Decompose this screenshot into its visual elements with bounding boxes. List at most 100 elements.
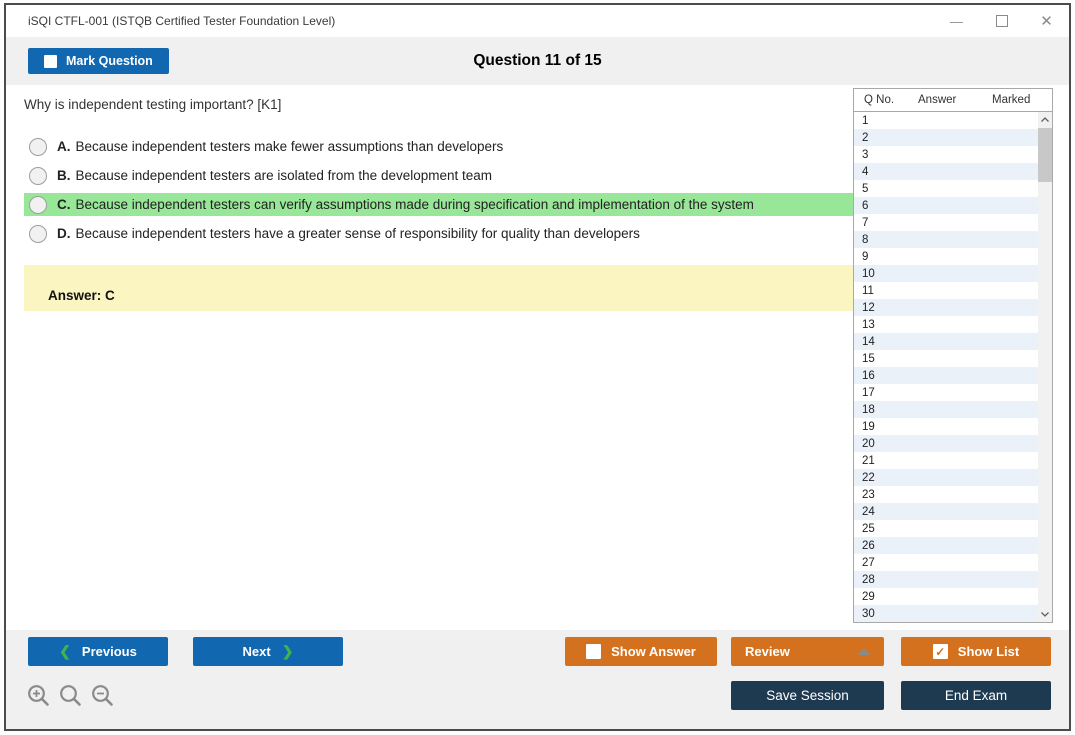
question-list-row[interactable]: 19 [854,418,1038,435]
question-list-row[interactable]: 7 [854,214,1038,231]
option-text: Because independent testers make fewer a… [75,139,504,154]
previous-button[interactable]: ❮ Previous [28,637,168,666]
row-question-number: 6 [862,199,869,212]
question-list-row[interactable]: 10 [854,265,1038,282]
previous-label: Previous [81,644,137,659]
footer-bar: ❮ Previous Next ❯ Show Answer Review ✓ S… [6,630,1069,729]
question-list-scrollbar[interactable] [1038,112,1052,622]
minimize-button[interactable]: — [934,5,979,37]
scrollbar-thumb[interactable] [1038,128,1052,182]
row-question-number: 28 [862,573,875,586]
question-list-row[interactable]: 5 [854,180,1038,197]
option-d[interactable]: D. Because independent testers have a gr… [24,222,857,245]
zoom-reset-icon[interactable] [58,683,84,709]
question-list-row[interactable]: 29 [854,588,1038,605]
save-session-label: Save Session [766,688,849,703]
triangle-up-icon [858,648,870,655]
question-list-row[interactable]: 18 [854,401,1038,418]
question-list-row[interactable]: 2 [854,129,1038,146]
options-list: A. Because independent testers make fewe… [24,135,857,251]
show-answer-button[interactable]: Show Answer [565,637,717,666]
row-question-number: 26 [862,539,875,552]
close-icon: ✕ [1040,13,1053,30]
radio-icon[interactable] [29,195,47,214]
radio-icon[interactable] [29,224,47,243]
scroll-up-button[interactable] [1038,112,1052,127]
question-list-row[interactable]: 20 [854,435,1038,452]
option-b[interactable]: B. Because independent testers are isola… [24,164,857,187]
option-letter: B. [57,168,71,183]
review-label: Review [745,644,790,659]
option-text: Because independent testers can verify a… [75,197,754,212]
window-controls: — ✕ [934,5,1069,37]
title-bar: iSQI CTFL-001 (ISTQB Certified Tester Fo… [6,5,1069,37]
header-strip: Mark Question Question 11 of 15 [6,37,1069,85]
row-question-number: 25 [862,522,875,535]
question-list-row[interactable]: 25 [854,520,1038,537]
question-list-panel: Q No. Answer Marked 1 2 3 4 5 6 7 8 9 10 11 12 13 14 1… [853,88,1053,623]
question-list-row[interactable]: 11 [854,282,1038,299]
question-list-row[interactable]: 13 [854,316,1038,333]
question-list-row[interactable]: 6 [854,197,1038,214]
next-button[interactable]: Next ❯ [193,637,343,666]
question-list-row[interactable]: 24 [854,503,1038,520]
option-text: Because independent testers are isolated… [75,168,493,183]
save-session-button[interactable]: Save Session [731,681,884,710]
row-question-number: 20 [862,437,875,450]
question-list-row[interactable]: 21 [854,452,1038,469]
chevron-left-icon: ❮ [59,643,71,659]
zoom-in-icon[interactable] [26,683,52,709]
option-c[interactable]: C. Because independent testers can verif… [24,193,857,216]
question-list-row[interactable]: 8 [854,231,1038,248]
option-letter: A. [57,139,71,154]
row-question-number: 21 [862,454,875,467]
row-question-number: 22 [862,471,875,484]
row-question-number: 30 [862,607,875,620]
scroll-down-button[interactable] [1038,607,1052,622]
question-list-row[interactable]: 12 [854,299,1038,316]
option-a[interactable]: A. Because independent testers make fewe… [24,135,857,158]
row-question-number: 10 [862,267,875,280]
question-list-row[interactable]: 15 [854,350,1038,367]
end-exam-button[interactable]: End Exam [901,681,1051,710]
row-question-number: 17 [862,386,875,399]
main-area: Why is independent testing important? [K… [6,85,1069,630]
mark-question-label: Mark Question [66,54,153,68]
mark-question-button[interactable]: Mark Question [28,48,169,74]
app-window: iSQI CTFL-001 (ISTQB Certified Tester Fo… [4,3,1071,731]
question-list-row[interactable]: 23 [854,486,1038,503]
row-question-number: 1 [862,114,869,127]
option-letter: C. [57,197,71,212]
show-list-checkbox[interactable]: ✓ [932,644,948,659]
question-list-row[interactable]: 4 [854,163,1038,180]
question-list-row[interactable]: 26 [854,537,1038,554]
chevron-down-icon [1041,612,1049,617]
show-answer-label: Show Answer [611,644,696,659]
next-label: Next [242,644,271,659]
question-list-row[interactable]: 1 [854,112,1038,129]
maximize-button[interactable] [979,5,1024,37]
show-list-button[interactable]: ✓ Show List [901,637,1051,666]
question-list-row[interactable]: 22 [854,469,1038,486]
mark-question-checkbox[interactable] [44,54,57,68]
check-icon: ✓ [935,644,946,659]
window-title: iSQI CTFL-001 (ISTQB Certified Tester Fo… [28,14,336,28]
row-question-number: 18 [862,403,875,416]
show-answer-checkbox[interactable] [586,644,602,659]
review-button[interactable]: Review [731,637,884,666]
question-list-row[interactable]: 14 [854,333,1038,350]
row-question-number: 2 [862,131,869,144]
radio-icon[interactable] [29,137,47,156]
question-list-header: Q No. Answer Marked [853,88,1053,112]
question-list-row[interactable]: 30 [854,605,1038,622]
row-question-number: 15 [862,352,875,365]
question-list-row[interactable]: 28 [854,571,1038,588]
question-list-row[interactable]: 16 [854,367,1038,384]
question-list-row[interactable]: 3 [854,146,1038,163]
close-button[interactable]: ✕ [1024,5,1069,37]
question-list-row[interactable]: 27 [854,554,1038,571]
radio-icon[interactable] [29,166,47,185]
question-list-row[interactable]: 17 [854,384,1038,401]
zoom-out-icon[interactable] [90,683,116,709]
question-list-row[interactable]: 9 [854,248,1038,265]
